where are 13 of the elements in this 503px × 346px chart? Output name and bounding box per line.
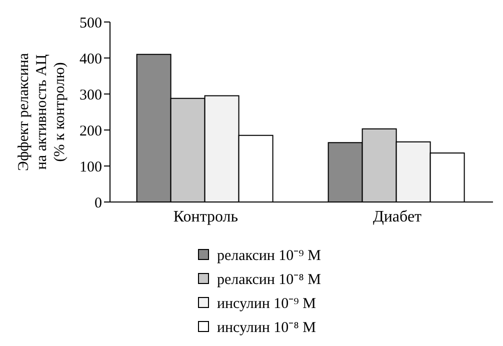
y-tick-label: 100 bbox=[80, 159, 102, 176]
y-tick-label: 200 bbox=[80, 123, 102, 140]
x-tick-label: Контроль bbox=[173, 208, 238, 226]
legend-label: релаксин 10⁻⁸ M bbox=[217, 270, 321, 288]
legend-label: инсулин 10⁻⁸ M bbox=[217, 318, 316, 336]
x-tick-label: Диабет bbox=[372, 208, 422, 226]
y-axis-title: Эффект релаксина на активность АЦ (% к контролю) bbox=[16, 52, 68, 171]
y-tick-label: 400 bbox=[80, 51, 102, 68]
y-tick-label: 500 bbox=[80, 15, 102, 32]
y-tick-label: 300 bbox=[80, 87, 102, 104]
y-tick-label: 0 bbox=[94, 195, 102, 212]
legend-label: инсулин 10⁻⁹ M bbox=[217, 294, 316, 312]
legend-label: релаксин 10⁻⁹ M bbox=[217, 246, 321, 264]
